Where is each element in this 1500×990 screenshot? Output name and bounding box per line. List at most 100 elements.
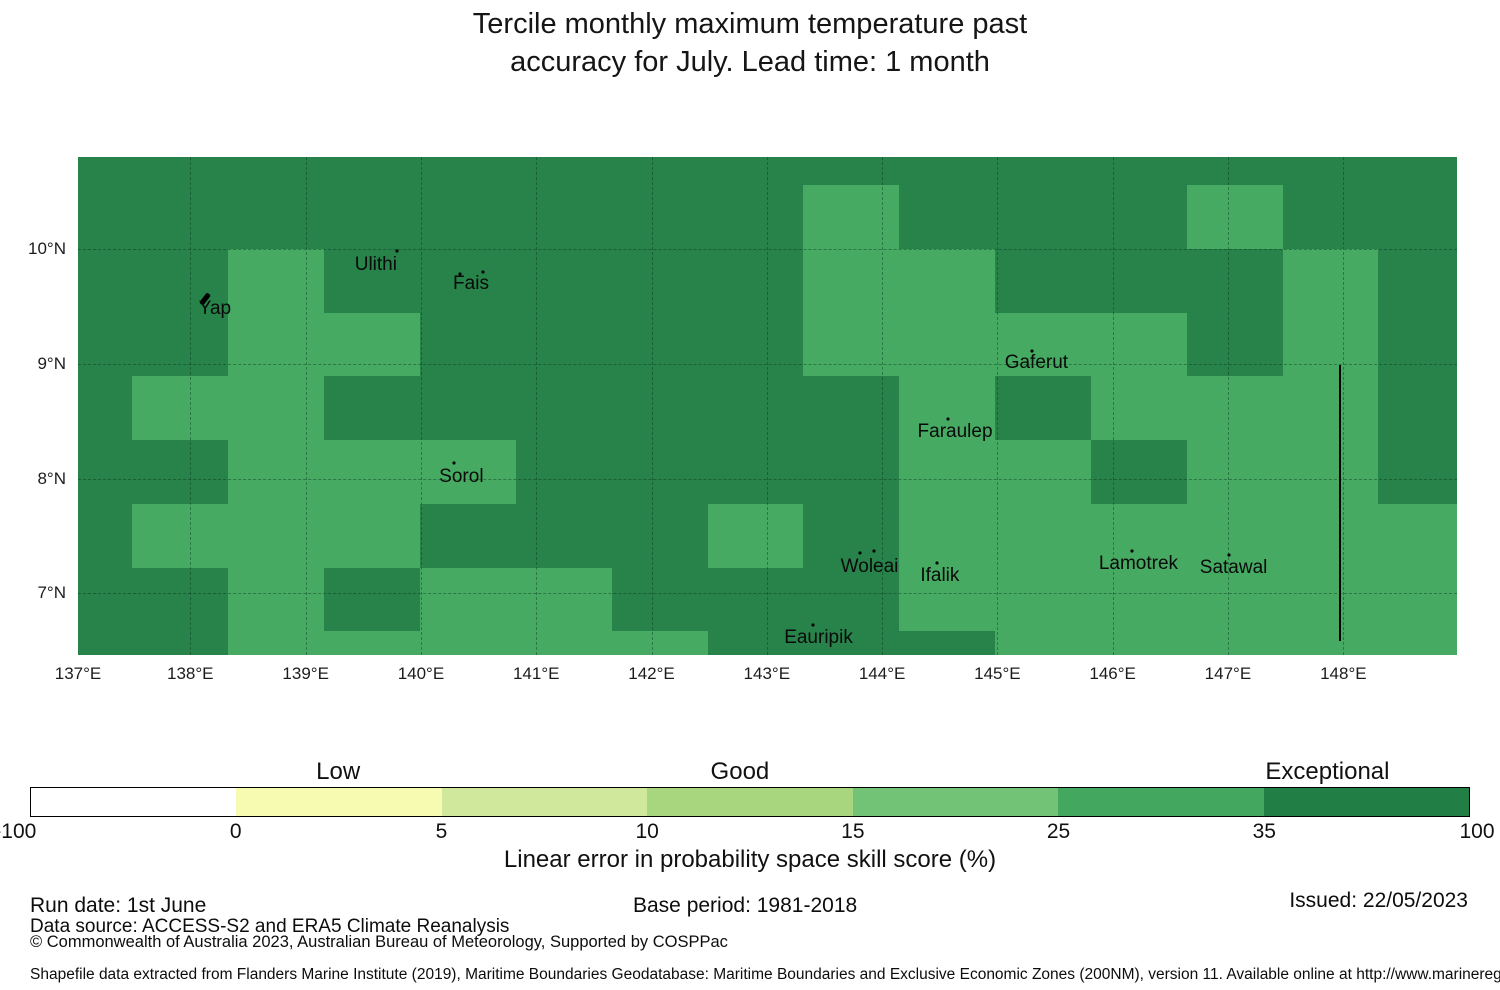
y-tick-label: 7°N bbox=[37, 582, 66, 602]
map-cell bbox=[995, 631, 1091, 655]
map-cell bbox=[1282, 503, 1379, 568]
map-cell bbox=[1090, 567, 1187, 632]
colorbar-tick-label: 5 bbox=[435, 820, 448, 843]
x-tick-label: 145°E bbox=[974, 664, 1021, 683]
map-cell bbox=[324, 312, 420, 377]
shapefile-attribution-text: Shapefile data extracted from Flanders M… bbox=[30, 966, 1500, 983]
map-cell bbox=[1282, 631, 1379, 655]
island-dot bbox=[1030, 349, 1034, 353]
colorbar-category-label: Low bbox=[316, 758, 361, 785]
data-source-text: Data source: ACCESS-S2 and ERA5 Climate … bbox=[30, 916, 510, 937]
map-cell bbox=[1186, 440, 1283, 504]
map-cell bbox=[515, 631, 612, 655]
graticule-parallel bbox=[78, 248, 1457, 250]
map-cell bbox=[1186, 631, 1283, 655]
colorbar-tick-label: 0 bbox=[229, 820, 242, 843]
colorbar-category-label: Good bbox=[710, 758, 770, 785]
map-cell bbox=[995, 312, 1091, 377]
island-label: Sorol bbox=[439, 466, 484, 488]
colorbar-segment bbox=[1058, 788, 1264, 816]
map-cell bbox=[1282, 312, 1379, 377]
island-label: Fais bbox=[453, 272, 489, 294]
island-dot bbox=[946, 417, 950, 421]
map-cell bbox=[1282, 376, 1379, 441]
map-cell bbox=[803, 248, 900, 313]
colorbar-tick-label: 100 bbox=[1459, 820, 1495, 843]
x-tick-label: 137°E bbox=[54, 664, 102, 683]
map-cell bbox=[899, 312, 996, 377]
map-cell bbox=[228, 503, 325, 568]
colorbar-tick-label: 15 bbox=[841, 820, 865, 843]
map-cell bbox=[1186, 376, 1283, 441]
colorbar-tick-label: -100 bbox=[0, 820, 37, 843]
island-dot bbox=[481, 270, 485, 274]
colorbar-segment bbox=[441, 788, 648, 816]
map-cell bbox=[1090, 376, 1187, 441]
map-cell bbox=[1282, 567, 1379, 632]
y-tick-label: 9°N bbox=[37, 354, 66, 374]
graticule-meridian bbox=[536, 157, 538, 655]
x-tick-label: 138°E bbox=[166, 664, 214, 683]
map-cell bbox=[324, 440, 420, 504]
map-cell bbox=[419, 440, 516, 504]
graticule-parallel bbox=[78, 592, 1457, 594]
chart-title-line1: Tercile monthly maximum temperature past bbox=[472, 8, 1028, 40]
issued-date-text: Issued: 22/05/2023 bbox=[1289, 889, 1468, 912]
graticule-meridian bbox=[651, 157, 653, 655]
map-cell bbox=[228, 631, 325, 655]
map-cell bbox=[995, 440, 1091, 504]
map-cell bbox=[132, 503, 229, 568]
eez-boundary-line bbox=[1339, 365, 1342, 642]
graticule-meridian bbox=[1112, 157, 1114, 655]
colorbar-segment bbox=[852, 788, 1059, 816]
colorbar-category-label: Exceptional bbox=[1265, 758, 1390, 785]
island-label: Gaferut bbox=[1004, 352, 1069, 374]
map-cell bbox=[1282, 248, 1379, 313]
island-label: Lamotrek bbox=[1098, 552, 1179, 574]
graticule-meridian bbox=[420, 157, 422, 655]
map-cell bbox=[324, 503, 420, 568]
colorbar-segment bbox=[236, 788, 442, 816]
x-tick-label: 148°E bbox=[1320, 664, 1367, 683]
island-label: Faraulep bbox=[917, 420, 993, 442]
map-cell bbox=[228, 312, 325, 377]
y-tick-label: 8°N bbox=[37, 469, 66, 488]
colorbar-segment bbox=[31, 788, 237, 816]
map-cell bbox=[228, 567, 325, 632]
island-label: Satawal bbox=[1199, 556, 1268, 578]
map-cell bbox=[611, 631, 708, 655]
colorbar-tick-label: 25 bbox=[1046, 820, 1071, 843]
island-dot bbox=[811, 623, 815, 627]
map-cell bbox=[1378, 567, 1457, 632]
map-cell bbox=[419, 631, 516, 655]
x-tick-label: 147°E bbox=[1204, 664, 1252, 683]
island-dot bbox=[395, 249, 399, 253]
island-label: Eauripik bbox=[784, 627, 853, 649]
island-dot bbox=[935, 561, 939, 565]
map-cell bbox=[1090, 631, 1187, 655]
chart-title: Tercile monthly maximum temperature past… bbox=[0, 5, 1500, 81]
copyright-text: © Commonwealth of Australia 2023, Austra… bbox=[30, 933, 728, 951]
map-cell bbox=[899, 440, 996, 504]
graticule-meridian bbox=[1343, 157, 1345, 655]
island-dot bbox=[872, 549, 876, 553]
x-tick-label: 139°E bbox=[282, 664, 329, 683]
graticule-meridian bbox=[882, 157, 884, 655]
map-cell bbox=[1378, 503, 1457, 568]
y-tick-label: 10°N bbox=[28, 238, 66, 258]
x-tick-label: 140°E bbox=[397, 664, 445, 683]
map-cell bbox=[1090, 503, 1187, 568]
graticule-parallel bbox=[78, 364, 1457, 366]
island-label: Woleai bbox=[840, 555, 899, 577]
x-tick-label: 146°E bbox=[1089, 664, 1136, 683]
island-label: Yap bbox=[198, 297, 232, 319]
colorbar bbox=[30, 787, 1470, 817]
colorbar-tick-label: 35 bbox=[1252, 820, 1276, 843]
map-cell bbox=[132, 376, 229, 441]
map-cell bbox=[228, 440, 325, 504]
skill-score-map: Yap Ulithi Fais Sorol Gaferut Faraulep Woleai I… bbox=[78, 157, 1457, 655]
colorbar-category-labels: Low Good Exceptional bbox=[30, 758, 1470, 785]
graticule-meridian bbox=[997, 157, 999, 655]
graticule-meridian bbox=[766, 157, 768, 655]
graticule-meridian bbox=[1227, 157, 1229, 655]
